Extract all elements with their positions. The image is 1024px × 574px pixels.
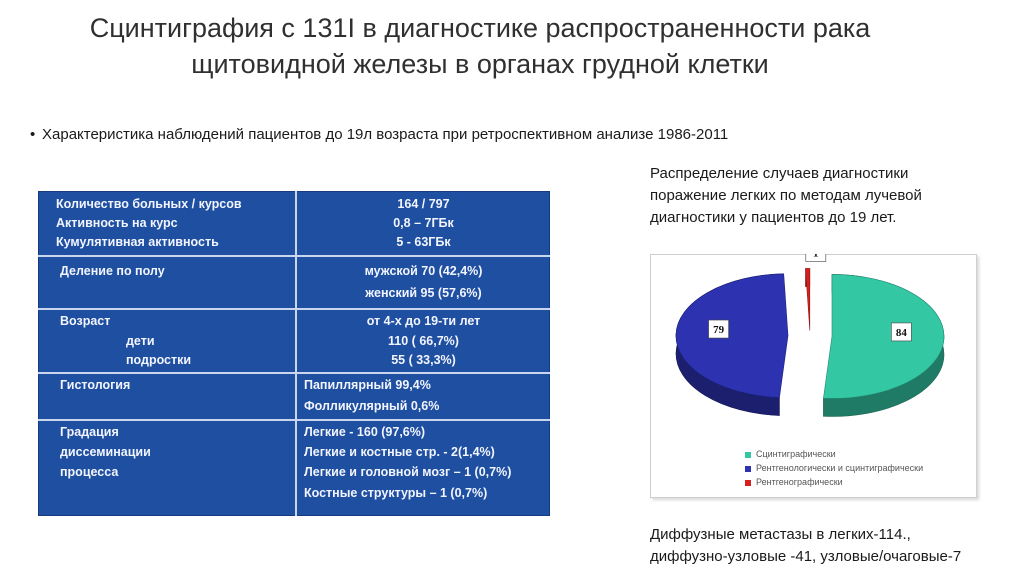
- pie-slice: [823, 274, 945, 399]
- chart-caption-line: диагностики у пациентов до 19 лет.: [650, 209, 897, 226]
- table-cell-value: Костные структуры – 1 (0,7%): [304, 486, 488, 500]
- table-cell-value: мужской 70 (42,4%): [364, 264, 483, 278]
- bullet-text: Характеристика наблюдений пациентов до 1…: [42, 126, 729, 143]
- table-cell-value: 164 / 797: [397, 197, 450, 211]
- pie-slice: [675, 273, 789, 398]
- pie-slice: [805, 268, 811, 331]
- legend-item: Рентгенографически: [745, 476, 843, 488]
- pie-chart: 84 79 1: [675, 254, 945, 417]
- bullet-icon: •: [30, 126, 36, 143]
- legend-swatch: [745, 451, 751, 458]
- table-cell-value: женский 95 (57,6%): [365, 286, 482, 300]
- table-cell-label: Активность на курс: [56, 216, 178, 230]
- bullet-point: • Характеристика наблюдений пациентов до …: [30, 126, 728, 143]
- pie-data-label: 84: [896, 327, 908, 339]
- table-cell-value: от 4-х до 19-ти лет: [366, 314, 481, 328]
- table-row-divider: [38, 255, 550, 257]
- chart-caption-line: Распределение случаев диагностики: [650, 165, 909, 182]
- table-cell-label: дети: [126, 334, 155, 348]
- table-cell-label: Кумулятивная активность: [56, 235, 219, 249]
- legend-label: Рентгенологически и сцинтиграфически: [756, 463, 924, 473]
- table-cell-value: Легкие - 160 (97,6%): [304, 425, 426, 439]
- footer-text: Диффузные метастазы в легких-114., диффу…: [650, 524, 961, 568]
- pie-data-label-box: [805, 254, 827, 262]
- table-cell-label: Деление по полу: [60, 264, 165, 278]
- pie-data-label: 79: [713, 324, 725, 336]
- table-cell-label: Гистология: [60, 378, 131, 392]
- table-cell-value: Фолликулярный 0,6%: [304, 399, 440, 413]
- footer-line: Диффузные метастазы в легких-114.,: [650, 526, 911, 543]
- legend-item: Рентгенологически и сцинтиграфически: [745, 462, 923, 474]
- table-cell-label: подростки: [126, 353, 192, 367]
- table-cell-value: Легкие и костные стр. - 2(1,4%): [304, 445, 495, 459]
- table-row-divider: [38, 308, 550, 310]
- table-row-divider: [38, 419, 550, 421]
- table-cell-value: Папиллярный 99,4%: [304, 378, 431, 392]
- legend-swatch: [745, 479, 751, 486]
- table-cell-value: 110 ( 66,7%): [388, 334, 459, 348]
- legend-item: Сцинтиграфически: [745, 448, 836, 460]
- table-cell-value: Легкие и головной мозг – 1 (0,7%): [304, 465, 512, 479]
- pie-data-label-box: [708, 319, 729, 339]
- pie-data-label: 1: [813, 254, 819, 260]
- table-cell-label: диссеминации: [60, 445, 151, 459]
- table-cell-label: Градация: [60, 425, 119, 439]
- pie-data-label-box: [891, 322, 912, 342]
- table-cell-label: процесса: [60, 465, 119, 479]
- title-line-1: Сцинтиграфия с 131I в диагностике распро…: [89, 13, 871, 43]
- legend-swatch: [745, 465, 751, 472]
- table-cell-value: 0,8 – 7ГБк: [393, 216, 454, 230]
- table-cell-label: Возраст: [60, 314, 111, 328]
- footer-line: диффузно-узловые -41, узловые/очаговые-7: [650, 548, 962, 565]
- title-line-2: щитовидной железы в органах грудной клет…: [191, 49, 769, 79]
- table-cell-value: 5 - 63ГБк: [396, 235, 451, 249]
- legend-label: Сцинтиграфически: [756, 449, 836, 459]
- chart-caption-line: поражение легких по методам лучевой: [650, 187, 922, 204]
- slide-title: Сцинтиграфия с 131I в диагностике распро…: [40, 10, 920, 82]
- table-cell-value: 55 ( 33,3%): [391, 353, 456, 367]
- table-cell-label: Количество больных / курсов: [56, 197, 242, 211]
- legend-label: Рентгенографически: [756, 477, 843, 487]
- table-row-divider: [38, 372, 550, 374]
- table-column-divider: [295, 191, 297, 516]
- patient-characteristics-table: Количество больных / курсов 164 / 797 Ак…: [38, 191, 550, 516]
- chart-caption: Распределение случаев диагностики пораже…: [650, 163, 922, 229]
